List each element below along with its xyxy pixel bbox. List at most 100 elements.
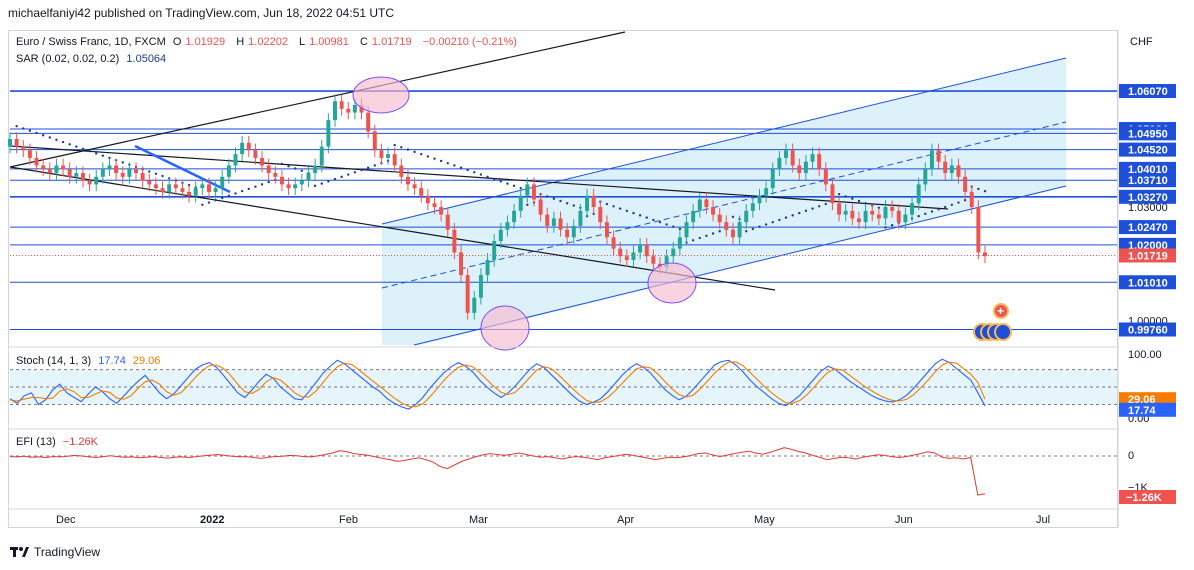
price-level-tag — [1119, 84, 1176, 99]
sar-dot — [41, 134, 45, 137]
sar-dot — [214, 199, 217, 202]
sar-dot — [638, 214, 642, 217]
candle-body — [963, 176, 968, 192]
tradingview-brand: TradingView — [34, 545, 101, 559]
sar-dot — [506, 182, 509, 185]
candle-body — [538, 199, 543, 215]
stoch-d-line — [9, 361, 986, 408]
candle-body — [598, 207, 603, 223]
candle-body — [903, 214, 908, 223]
candle-body — [306, 173, 311, 181]
candle-body — [372, 131, 377, 151]
sar-dot — [473, 171, 476, 174]
candle-body — [717, 214, 722, 223]
tradingview-logo[interactable]: TradingView — [10, 545, 100, 559]
sar-dot — [300, 169, 304, 172]
candle-body — [260, 157, 265, 166]
candle-body — [392, 154, 397, 166]
sar-dot — [711, 232, 715, 235]
candle-body — [107, 165, 112, 170]
candle-body — [691, 210, 696, 223]
candle-body — [624, 256, 629, 260]
sar-dot — [691, 239, 695, 242]
stoch-label: Stoch (14, 1, 3) — [16, 355, 92, 367]
sar-dot — [519, 186, 522, 190]
candle-body — [949, 165, 954, 174]
trendlines — [9, 31, 949, 291]
sar-dot — [479, 173, 483, 176]
sar-dot — [234, 192, 237, 195]
add-alert-icon — [993, 303, 1009, 319]
candle-body — [293, 184, 298, 189]
sar-dot — [632, 211, 635, 215]
author-name[interactable]: michaelfaniyi42 — [8, 6, 91, 20]
candle-body — [697, 199, 702, 211]
candle-body — [366, 112, 371, 132]
sar-dot — [406, 148, 410, 151]
candle-body — [943, 161, 948, 174]
candle-body — [120, 173, 125, 177]
sar-dot — [764, 223, 768, 226]
candle-body — [220, 176, 225, 189]
sar-dot — [413, 150, 416, 154]
sar-dot — [121, 161, 124, 164]
candle-body — [187, 191, 192, 196]
sar-dot — [857, 199, 861, 203]
sar-dot — [55, 138, 58, 141]
candle-body — [671, 248, 676, 257]
sar-dot — [400, 146, 403, 149]
candle-body — [492, 241, 497, 260]
candle-body — [352, 105, 357, 113]
sar-dot — [565, 202, 569, 205]
sar-dot — [22, 127, 25, 130]
candle-body — [730, 229, 735, 238]
sar-dot — [75, 145, 78, 148]
candle-body — [114, 165, 119, 174]
sar-dot — [426, 155, 430, 158]
candle-body — [253, 150, 258, 158]
sar-dot — [154, 172, 158, 175]
candle-body — [27, 150, 32, 158]
time-tick-2022: 2022 — [200, 514, 224, 526]
candle-body — [916, 184, 921, 204]
sar-dot — [221, 196, 224, 200]
price-tag-text: 1.01719 — [1128, 250, 1168, 262]
sar-dot — [433, 157, 436, 160]
candle-body — [578, 210, 583, 226]
candle-body — [843, 210, 848, 215]
sar-dot — [48, 136, 51, 139]
published-text: published on TradingView.com, Jun 18, 20… — [94, 6, 395, 20]
price-tag-text: 1.04010 — [1128, 164, 1168, 176]
sar-dot — [705, 234, 708, 237]
last-price-tag — [1119, 248, 1176, 263]
channel-mid-line — [381, 121, 1067, 289]
sar-dot — [88, 149, 91, 153]
candle-body — [744, 210, 749, 223]
candle-body — [856, 218, 861, 223]
sar-dots — [15, 124, 987, 244]
sar-dot — [373, 164, 376, 167]
time-tick-dec: Dec — [56, 514, 76, 526]
candle-body — [359, 105, 364, 113]
candle-body — [571, 225, 576, 238]
time-tick-may: May — [754, 514, 775, 526]
candle-body — [631, 252, 636, 260]
candle-body — [478, 275, 483, 298]
sar-dot — [446, 162, 449, 165]
candle-body — [67, 169, 72, 177]
efi-value: −1.26K — [62, 436, 98, 448]
sar-dot — [625, 209, 629, 213]
candle-body — [226, 165, 231, 177]
sar-dot — [247, 187, 250, 191]
candle-body — [929, 150, 934, 170]
time-axis: Dec 2022 Feb Mar Apr May Jun Jul — [56, 514, 1050, 526]
candle-body — [240, 142, 245, 155]
sar-dot — [492, 177, 496, 181]
sar-dot — [957, 201, 960, 204]
candle-body — [817, 154, 822, 170]
candle-body — [770, 169, 775, 189]
candle-body — [100, 169, 105, 177]
currency-label: CHF — [1130, 36, 1153, 48]
symbol-label: Euro / Swiss Franc, 1D, FXCM — [16, 36, 166, 48]
